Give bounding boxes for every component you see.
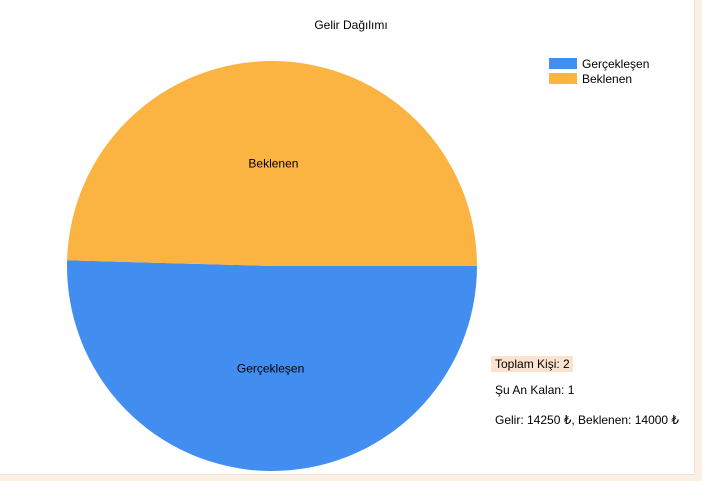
legend-label-gerceklesen: Gerçekleşen [582,56,650,71]
legend-swatch-gerceklesen [549,58,577,69]
legend-item-gerceklesen: Gerçekleşen [549,56,649,71]
chart-title: Gelir Dağılımı [314,18,388,32]
pie-slice-beklenen [67,60,477,266]
pie-label-gerceklesen: Gerçekleşen [237,361,304,375]
legend-item-beklenen: Beklenen [549,71,649,86]
total-people-label: Toplam Kişi: 2 [491,356,573,372]
pie-label-beklenen: Beklenen [248,157,298,171]
legend-label-beklenen: Beklenen [582,71,633,86]
pie-slice-gerceklesen [67,260,478,471]
remaining-now-label: Şu An Kalan: 1 [495,383,575,397]
legend-swatch-beklenen [549,73,577,84]
income-summary-label: Gelir: 14250 ₺, Beklenen: 14000 ₺ [495,413,680,427]
legend: Gerçekleşen Beklenen [549,56,649,86]
